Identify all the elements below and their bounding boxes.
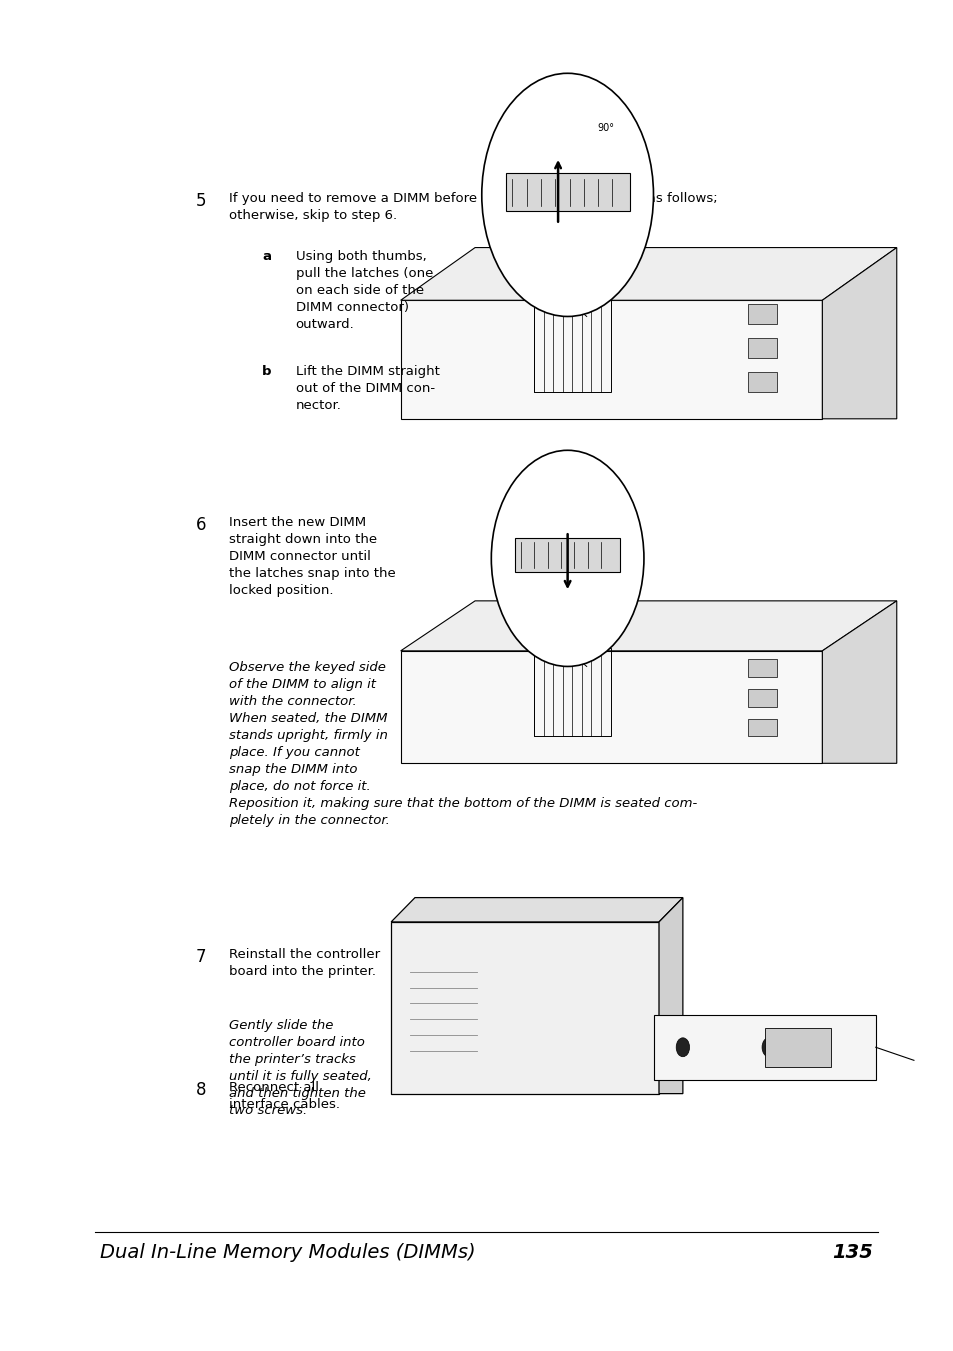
FancyBboxPatch shape	[747, 719, 776, 736]
Circle shape	[676, 1038, 689, 1056]
FancyBboxPatch shape	[515, 538, 619, 571]
Text: 6: 6	[195, 516, 206, 534]
Polygon shape	[400, 651, 821, 763]
Polygon shape	[821, 247, 896, 419]
Text: Using both thumbs,
pull the latches (one
on each side of the
DIMM connector)
out: Using both thumbs, pull the latches (one…	[295, 250, 433, 331]
Text: Gently slide the
controller board into
the printer’s tracks
until it is fully se: Gently slide the controller board into t…	[229, 1019, 372, 1117]
Text: 7: 7	[195, 948, 206, 966]
Text: 135: 135	[831, 1243, 872, 1262]
Text: Observe the keyed side
of the DIMM to align it
with the connector.
When seated, : Observe the keyed side of the DIMM to al…	[229, 661, 697, 827]
FancyBboxPatch shape	[747, 338, 776, 358]
Text: Lift the DIMM straight
out of the DIMM con-
nector.: Lift the DIMM straight out of the DIMM c…	[295, 365, 439, 412]
Circle shape	[491, 450, 643, 666]
Polygon shape	[821, 601, 896, 763]
Text: 8: 8	[195, 1081, 206, 1098]
Polygon shape	[659, 897, 682, 1094]
Text: b: b	[262, 365, 272, 378]
Polygon shape	[391, 897, 682, 921]
FancyBboxPatch shape	[747, 689, 776, 707]
Text: Dual In-Line Memory Modules (DIMMs): Dual In-Line Memory Modules (DIMMs)	[100, 1243, 476, 1262]
FancyBboxPatch shape	[747, 372, 776, 392]
Polygon shape	[400, 601, 896, 651]
Polygon shape	[400, 247, 896, 300]
FancyBboxPatch shape	[505, 173, 629, 211]
Polygon shape	[400, 300, 821, 419]
Text: 5: 5	[195, 192, 206, 209]
Text: Reconnect all
interface cables.: Reconnect all interface cables.	[229, 1081, 339, 1111]
FancyBboxPatch shape	[391, 921, 659, 1094]
FancyBboxPatch shape	[747, 659, 776, 677]
Text: 90°: 90°	[597, 123, 614, 132]
FancyBboxPatch shape	[747, 304, 776, 324]
Circle shape	[761, 1038, 775, 1056]
Text: Insert the new DIMM
straight down into the
DIMM connector until
the latches snap: Insert the new DIMM straight down into t…	[229, 516, 395, 597]
FancyBboxPatch shape	[764, 1028, 831, 1067]
Text: If you need to remove a DIMM before installing one, remove it as follows;
otherw: If you need to remove a DIMM before inst…	[229, 192, 717, 222]
FancyBboxPatch shape	[654, 1015, 875, 1079]
Text: Reinstall the controller
board into the printer.: Reinstall the controller board into the …	[229, 948, 379, 978]
Text: a: a	[262, 250, 271, 263]
Circle shape	[481, 73, 653, 316]
